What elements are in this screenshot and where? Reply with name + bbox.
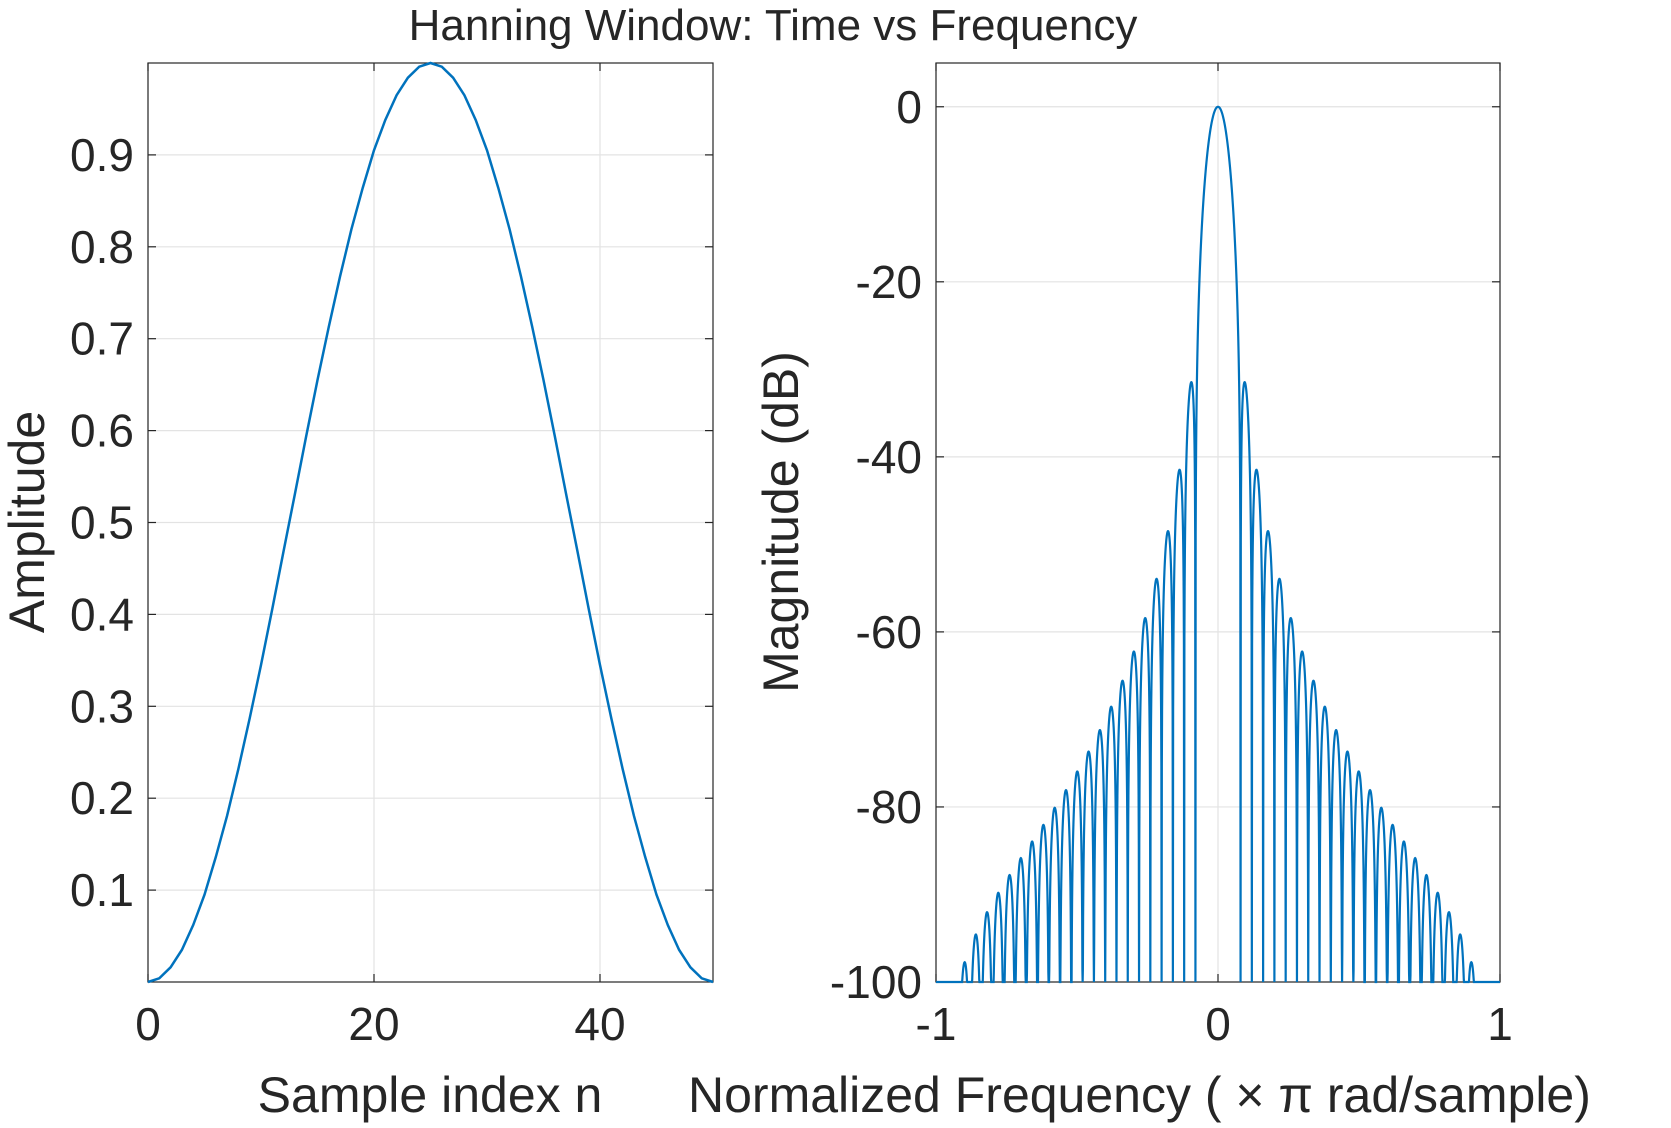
time-domain-axes: 0 20 40 0.1 0.2 0.3 0.4 0.5 0.6 0.7 0.8 0.9 Sample …: [0, 61, 714, 1123]
frequency-grid: [935, 63, 1501, 983]
y-tick-label: -100: [830, 956, 922, 1008]
x-tick-label: -1: [916, 998, 957, 1050]
y-tick-label: 0.2: [70, 772, 134, 824]
figure-title: Hanning Window: Time vs Frequency: [409, 1, 1138, 50]
x-tick-label: 1: [1487, 998, 1513, 1050]
y-tick-label: 0.8: [70, 221, 134, 273]
y-tick-label: -60: [856, 606, 922, 658]
x-tick-label: 20: [348, 998, 399, 1050]
frequency-response-line: [936, 105, 1500, 984]
frequency-y-label: Magnitude (dB): [753, 351, 809, 693]
y-tick-label: 0: [896, 81, 922, 133]
time-grid: [147, 63, 713, 982]
y-tick-label: 0.7: [70, 313, 134, 365]
y-tick-label: 0.6: [70, 405, 134, 457]
y-tick-label: 0.9: [70, 129, 134, 181]
y-tick-label: -80: [856, 781, 922, 833]
time-y-label: Amplitude: [0, 411, 55, 633]
y-tick-label: 0.1: [70, 864, 134, 916]
frequency-x-label: Normalized Frequency ( × π rad/sample): [688, 1067, 1591, 1123]
y-tick-label: -40: [856, 431, 922, 483]
frequency-ticks: -1 0 1 0 -20 -40 -60 -80 -100: [830, 63, 1513, 1050]
y-tick-label: 0.3: [70, 680, 134, 732]
time-window-line: [147, 61, 714, 984]
x-tick-label: 40: [574, 998, 625, 1050]
time-ticks: 0 20 40 0.1 0.2 0.3 0.4 0.5 0.6 0.7 0.8 0.9: [70, 63, 713, 1050]
frequency-domain-axes: -1 0 1 0 -20 -40 -60 -80 -100 Normalized Frequen…: [688, 62, 1591, 1123]
time-x-label: Sample index n: [258, 1067, 603, 1123]
x-tick-label: 0: [1205, 998, 1231, 1050]
x-tick-label: 0: [135, 998, 161, 1050]
y-tick-label: 0.4: [70, 588, 134, 640]
y-tick-label: 0.5: [70, 497, 134, 549]
y-tick-label: -20: [856, 256, 922, 308]
